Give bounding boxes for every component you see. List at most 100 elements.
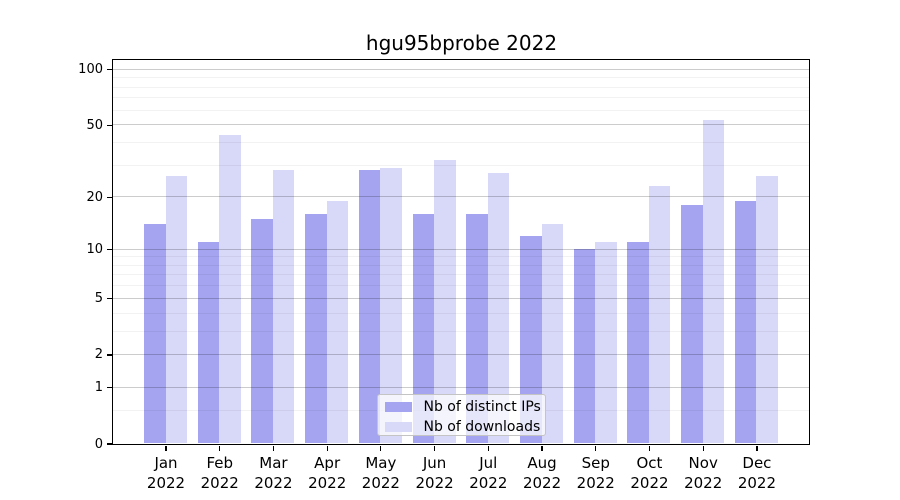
legend-label-nb-of-distinct-ips: Nb of distinct IPs <box>423 398 541 415</box>
y-tick-mark-50 <box>106 124 112 126</box>
x-tick-label-nov: Nov 2022 <box>663 453 743 493</box>
bar-nb-of-downloads-oct <box>648 185 671 444</box>
x-tick-mark-feb <box>219 445 221 451</box>
x-tick-month-jul: Jul <box>479 454 498 472</box>
y-tick-label-5: 5 <box>94 291 103 307</box>
bar-nb-of-distinct-ips-oct <box>627 242 649 444</box>
y-tick-label-50: 50 <box>86 117 103 133</box>
x-tick-year-dec: 2022 <box>737 474 776 492</box>
bar-nb-of-distinct-ips-aug <box>520 235 542 444</box>
x-tick-mark-jul <box>487 445 489 451</box>
x-tick-year-sep: 2022 <box>576 474 615 492</box>
x-tick-month-oct: Oct <box>636 454 663 472</box>
x-tick-label-oct: Oct 2022 <box>609 453 689 493</box>
x-tick-label-mar: Mar 2022 <box>233 453 313 493</box>
x-tick-mark-dec <box>756 445 758 451</box>
bar-nb-of-downloads-feb <box>219 134 241 444</box>
legend-swatch-nb-of-downloads <box>384 421 412 432</box>
gridline-minor-60 <box>113 109 809 111</box>
y-tick-mark-5 <box>106 298 112 300</box>
gridline-minor-80 <box>113 86 809 88</box>
y-tick-mark-1 <box>106 387 112 389</box>
chart-title: hgu95bprobe 2022 <box>365 31 558 55</box>
y-tick-mark-0 <box>106 443 112 445</box>
bar-nb-of-downloads-nov <box>702 120 725 444</box>
y-tick-label-10: 10 <box>86 242 103 258</box>
legend-swatch-nb-of-distinct-ips <box>384 401 412 412</box>
x-tick-month-sep: Sep <box>581 454 610 472</box>
x-tick-mark-jun <box>434 445 436 451</box>
x-tick-mark-oct <box>648 445 651 451</box>
x-tick-label-dec: Dec 2022 <box>717 453 797 493</box>
bar-nb-of-downloads-jan <box>165 176 187 444</box>
x-tick-label-aug: Aug 2022 <box>502 453 582 493</box>
bar-nb-of-distinct-ips-jul <box>466 213 488 444</box>
x-tick-label-jul: Jul 2022 <box>448 453 528 493</box>
bar-nb-of-distinct-ips-nov <box>681 204 703 444</box>
x-tick-mark-apr <box>326 445 328 451</box>
x-tick-year-may: 2022 <box>361 474 400 492</box>
x-tick-year-aug: 2022 <box>522 474 562 492</box>
x-tick-month-jan: Jan <box>154 454 178 472</box>
x-tick-month-feb: Feb <box>206 454 233 472</box>
bar-nb-of-distinct-ips-may <box>358 170 381 444</box>
x-tick-year-jul: 2022 <box>469 474 508 492</box>
x-tick-mark-may <box>380 445 382 451</box>
x-tick-mark-jan <box>165 445 167 451</box>
bar-nb-of-downloads-mar <box>272 170 295 444</box>
bar-nb-of-distinct-ips-apr <box>305 213 327 444</box>
x-tick-month-may: May <box>365 454 397 472</box>
x-tick-year-mar: 2022 <box>254 474 293 492</box>
x-tick-year-oct: 2022 <box>630 474 669 492</box>
x-tick-label-feb: Feb 2022 <box>180 453 260 493</box>
bar-nb-of-distinct-ips-feb <box>197 242 220 444</box>
legend: Nb of distinct IPs Nb of downloads <box>376 393 546 437</box>
x-tick-year-nov: 2022 <box>684 474 723 492</box>
bar-nb-of-distinct-ips-mar <box>251 218 273 444</box>
x-tick-month-nov: Nov <box>688 454 718 472</box>
x-tick-year-jun: 2022 <box>415 474 454 492</box>
x-tick-year-jan: 2022 <box>146 474 186 492</box>
x-tick-month-dec: Dec <box>742 454 772 472</box>
y-tick-mark-2 <box>106 354 112 356</box>
plot-area: Nb of distinct IPs Nb of downloads <box>112 58 810 445</box>
gridline-major-100 <box>113 68 809 70</box>
bar-nb-of-downloads-jun <box>434 160 456 444</box>
x-tick-label-may: May 2022 <box>341 453 421 493</box>
x-tick-label-jun: Jun 2022 <box>395 453 475 493</box>
legend-entry-nb-of-downloads: Nb of downloads <box>384 417 545 437</box>
bar-nb-of-downloads-dec <box>756 176 778 444</box>
x-tick-label-sep: Sep 2022 <box>556 453 636 493</box>
bar-nb-of-downloads-aug <box>541 223 564 444</box>
x-tick-mark-nov <box>702 445 704 451</box>
x-tick-mark-aug <box>541 445 543 451</box>
y-tick-label-2: 2 <box>94 347 103 363</box>
x-tick-month-jun: Jun <box>422 454 447 472</box>
y-tick-label-20: 20 <box>86 189 103 205</box>
bar-nb-of-downloads-jul <box>487 173 510 444</box>
legend-entry-nb-of-distinct-ips: Nb of distinct IPs <box>384 397 545 417</box>
x-tick-mark-sep <box>595 445 597 451</box>
y-tick-label-0: 0 <box>94 436 103 452</box>
gridline-minor-70 <box>113 97 809 99</box>
y-tick-mark-10 <box>106 248 112 251</box>
x-tick-month-aug: Aug <box>527 454 557 472</box>
y-tick-mark-20 <box>106 196 112 198</box>
x-tick-label-jan: Jan 2022 <box>126 453 206 493</box>
x-tick-month-mar: Mar <box>259 454 288 472</box>
bar-nb-of-downloads-may <box>380 167 402 444</box>
y-tick-label-100: 100 <box>78 62 103 78</box>
bar-nb-of-downloads-apr <box>326 200 349 444</box>
x-tick-year-feb: 2022 <box>200 474 239 492</box>
bar-nb-of-distinct-ips-jun <box>412 213 435 444</box>
bar-nb-of-distinct-ips-sep <box>573 249 596 444</box>
x-tick-month-apr: Apr <box>314 454 341 472</box>
bar-nb-of-downloads-sep <box>595 242 617 444</box>
bar-nb-of-distinct-ips-jan <box>144 223 166 444</box>
legend-label-nb-of-downloads: Nb of downloads <box>423 418 541 435</box>
gridline-minor-90 <box>113 77 809 79</box>
x-tick-mark-mar <box>272 445 275 451</box>
x-tick-label-apr: Apr 2022 <box>287 453 367 493</box>
y-tick-label-1: 1 <box>94 380 103 396</box>
